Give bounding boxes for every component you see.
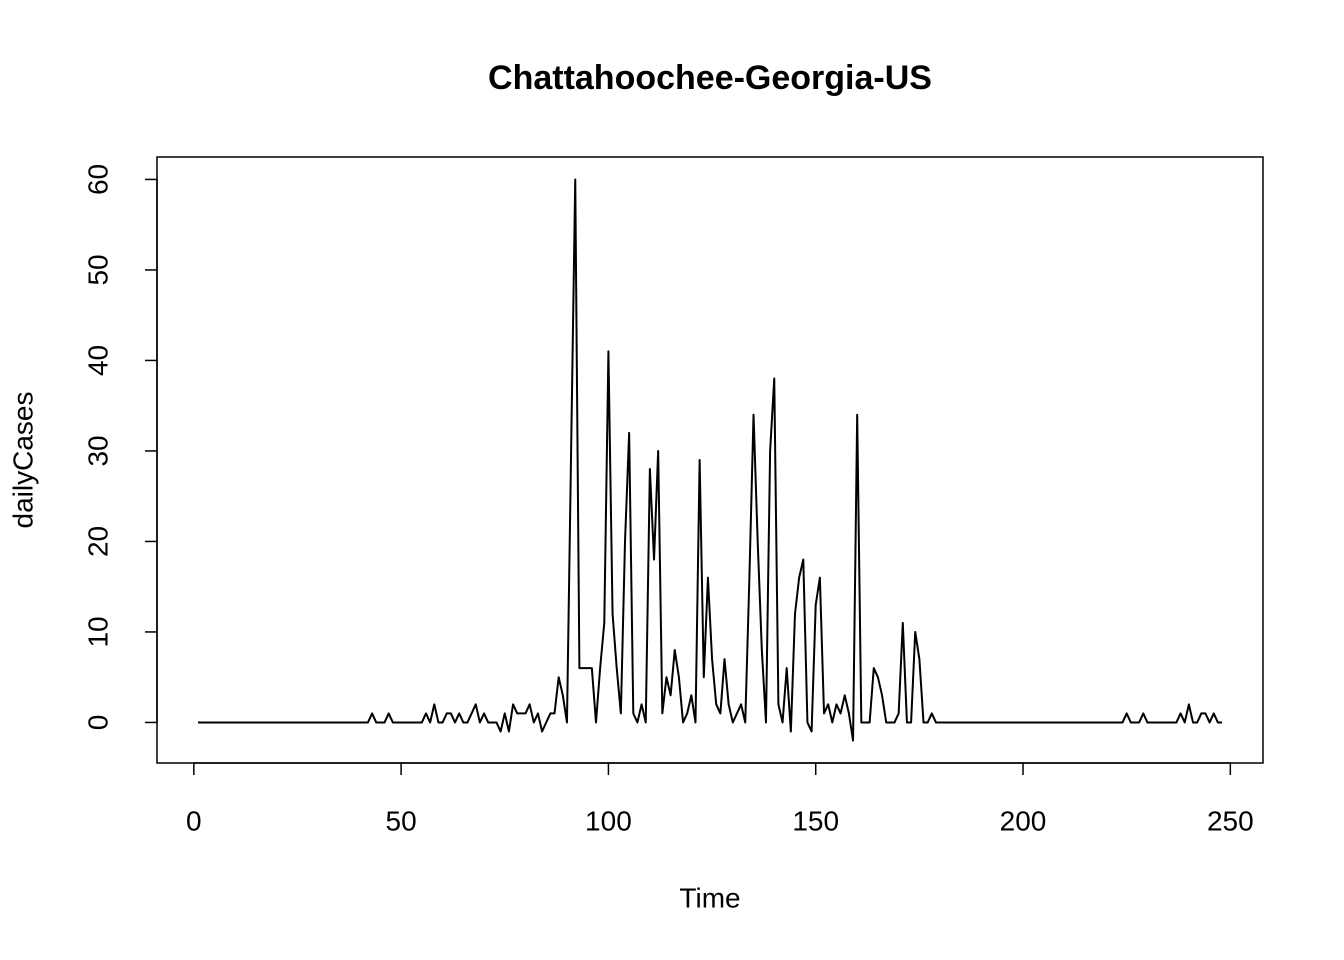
x-tick-label: 100 [585,805,632,836]
x-tick-label: 50 [386,805,417,836]
x-tick-label: 200 [1000,805,1047,836]
x-tick-label: 250 [1207,805,1254,836]
y-tick-label: 60 [82,164,113,195]
y-tick-label: 10 [82,616,113,647]
x-tick-label: 150 [792,805,839,836]
y-tick-label: 50 [82,254,113,285]
y-axis-label: dailyCases [7,392,38,529]
y-tick-label: 30 [82,435,113,466]
y-tick-label: 20 [82,526,113,557]
chart-title: Chattahoochee-Georgia-US [488,59,932,97]
x-axis-label: Time [679,882,740,913]
plot-frame [156,156,1264,764]
data-line [197,178,1223,742]
y-tick-label: 40 [82,345,113,376]
y-tick-label: 0 [82,715,113,731]
x-tick-label: 0 [186,805,202,836]
